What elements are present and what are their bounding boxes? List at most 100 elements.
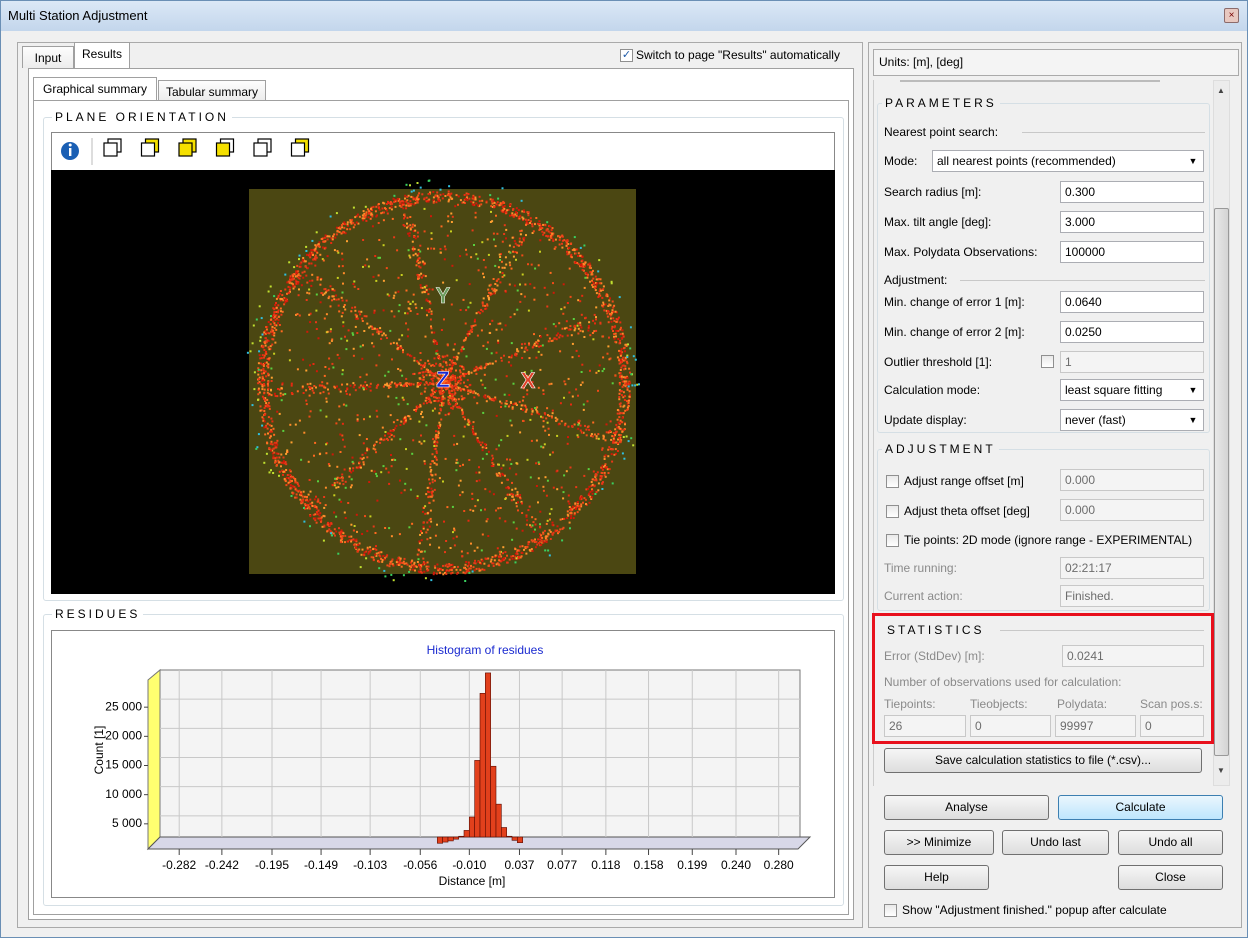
cloud-point [442, 356, 444, 358]
cloud-point [580, 384, 582, 386]
cloud-point [482, 458, 484, 460]
cloud-point [538, 461, 540, 463]
cloud-point [261, 373, 263, 375]
cloud-point [389, 330, 391, 332]
cloud-point [509, 204, 511, 206]
cloud-point [432, 410, 434, 412]
cloud-point [378, 552, 380, 554]
cloud-point [302, 272, 304, 274]
cloud-point [501, 473, 503, 475]
cloud-point [383, 309, 385, 311]
cloud-point [602, 356, 604, 358]
cloud-point [297, 283, 299, 285]
cloud-point [342, 423, 344, 425]
cloud-point [572, 506, 574, 508]
cloud-point [479, 479, 481, 481]
cloud-point [332, 484, 334, 486]
cloud-point [270, 469, 272, 471]
cloud-point [561, 247, 563, 249]
cloud-point [607, 345, 609, 347]
cloud-point [341, 226, 343, 228]
cloud-point [527, 263, 529, 265]
cloud-point [304, 496, 306, 498]
cloud-point [511, 482, 513, 484]
cloud-point [592, 436, 594, 438]
cloud-point [421, 411, 423, 413]
cloud-point [528, 541, 530, 543]
cloud-point [509, 262, 511, 264]
cloud-point [407, 415, 409, 417]
cloud-point [447, 220, 449, 222]
cloud-point [506, 209, 508, 211]
cloud-point [261, 425, 263, 427]
cloud-point [513, 521, 515, 523]
cloud-point [284, 478, 286, 480]
cloud-point [420, 287, 422, 289]
cloud-point [332, 367, 334, 369]
cloud-point [525, 224, 527, 226]
cloud-point [539, 251, 541, 253]
histogram-bar [512, 837, 517, 840]
cloud-point [285, 484, 287, 486]
cloud-point [341, 258, 343, 260]
cloud-point [319, 254, 321, 256]
cloud-point [419, 245, 421, 247]
cloud-point [435, 457, 437, 459]
cloud-point [592, 278, 594, 280]
cloud-point [602, 435, 604, 437]
cloud-point [392, 559, 394, 561]
cloud-point [568, 378, 570, 380]
cloud-point [498, 464, 500, 466]
cloud-point [338, 419, 340, 421]
cloud-point [333, 233, 335, 235]
cloud-point [259, 354, 261, 356]
cloud-point [427, 569, 429, 571]
page: Multi Station Adjustment × Input Results… [0, 0, 1248, 938]
cloud-point [520, 408, 522, 410]
cloud-point [258, 362, 260, 364]
cloud-point [447, 401, 449, 403]
cloud-point [453, 537, 455, 539]
cloud-point [390, 430, 392, 432]
cloud-point [264, 433, 266, 435]
cloud-point [316, 522, 318, 524]
cloud-point [615, 448, 617, 450]
x-tick-label: -0.056 [403, 858, 437, 872]
cloud-point [308, 461, 310, 463]
cloud-point [424, 460, 426, 462]
cloud-point [471, 493, 473, 495]
cloud-point [566, 320, 568, 322]
cloud-point [309, 479, 311, 481]
cloud-point [314, 498, 316, 500]
cloud-point [460, 480, 462, 482]
cloud-point [483, 276, 485, 278]
cloud-point [544, 549, 546, 551]
cloud-point [486, 348, 488, 350]
cloud-point [603, 466, 605, 468]
cloud-point [294, 286, 296, 288]
cloud-point [463, 436, 465, 438]
cloud-point [613, 320, 615, 322]
cloud-point [538, 220, 540, 222]
cloud-point [419, 534, 421, 536]
cloud-point [588, 493, 590, 495]
cloud-point [546, 539, 548, 541]
cloud-point [624, 347, 626, 349]
cloud-point [404, 558, 406, 560]
cloud-point [327, 235, 329, 237]
cloud-point [574, 261, 576, 263]
cloud-point [376, 441, 378, 443]
cloud-point [456, 194, 458, 196]
cloud-point [559, 528, 561, 530]
cloud-point [500, 406, 502, 408]
cloud-point [504, 551, 506, 553]
cloud-point [527, 509, 529, 511]
cloud-point [591, 490, 593, 492]
cloud-point [511, 355, 513, 357]
cloud-point [529, 524, 531, 526]
cloud-point [280, 290, 282, 292]
cloud-point [342, 265, 344, 267]
cloud-point [519, 241, 521, 243]
cloud-point [600, 290, 602, 292]
cloud-point [623, 458, 625, 460]
